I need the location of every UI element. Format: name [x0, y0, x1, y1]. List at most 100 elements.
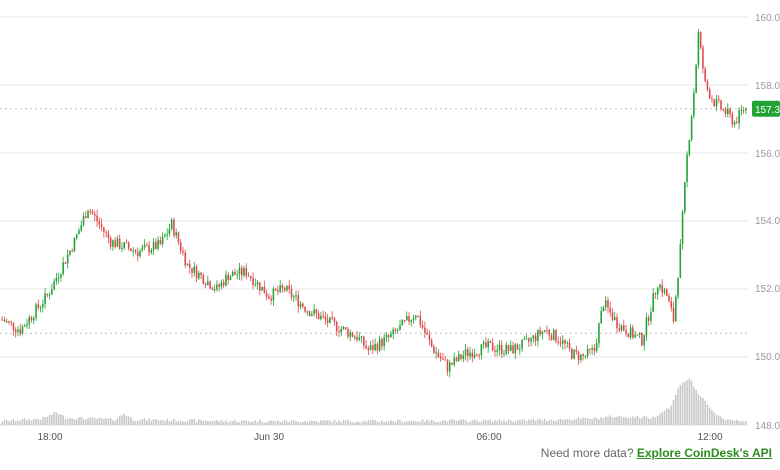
candle-up: [480, 344, 483, 356]
candle-up: [473, 354, 476, 358]
volume-bar: [331, 422, 333, 425]
volume-bar: [541, 420, 544, 425]
volume-bar: [571, 420, 573, 425]
volume-bar: [645, 416, 648, 425]
y-tick-label: 160.0: [755, 13, 780, 24]
volume-bar: [229, 421, 232, 425]
x-tick-label: 06:00: [476, 432, 501, 443]
volume-bar: [632, 416, 634, 425]
candle-down: [564, 340, 566, 344]
volume-bar: [193, 419, 196, 425]
candle-down: [100, 224, 103, 228]
candle-up: [48, 294, 51, 296]
volume-bar: [439, 421, 442, 425]
volume-bar: [534, 420, 537, 425]
candle-down: [367, 348, 370, 351]
volume-bar: [589, 418, 591, 425]
explore-api-link[interactable]: Explore CoinDesk's API: [636, 446, 772, 460]
volume-bar: [582, 417, 584, 425]
volume-bar: [125, 416, 128, 425]
candle-up: [26, 324, 28, 326]
volume-bar: [175, 421, 177, 425]
candle-down: [616, 317, 618, 329]
candle-down: [270, 298, 272, 301]
candle-up: [342, 327, 345, 330]
volume-bar: [724, 420, 727, 425]
candle-down: [277, 290, 279, 292]
volume-bar: [188, 419, 191, 425]
volume-bar: [152, 419, 155, 425]
volume-bar: [419, 421, 422, 425]
volume-bar: [360, 422, 363, 425]
volume-bar: [462, 419, 465, 425]
volume-bar: [464, 419, 467, 425]
candle-up: [329, 317, 331, 323]
volume-bar: [91, 417, 94, 425]
candle-up: [521, 339, 523, 350]
volume-bar: [668, 408, 670, 425]
candle-up: [537, 330, 539, 341]
candle-down: [668, 295, 670, 302]
volume-bar: [231, 421, 234, 425]
volume-bar: [245, 420, 248, 425]
candle-up: [32, 318, 35, 320]
volume-bar: [613, 417, 616, 425]
candle-up: [659, 284, 661, 288]
candle-up: [51, 289, 53, 295]
volume-bar: [182, 421, 184, 425]
volume-bar: [557, 419, 560, 425]
volume-bar: [109, 417, 112, 425]
volume-bar: [324, 420, 327, 425]
candle-down: [670, 301, 673, 308]
volume-bar: [446, 421, 449, 425]
candle-down: [84, 216, 87, 219]
candle-up: [42, 304, 44, 308]
volume-bar: [155, 419, 157, 425]
volume-bar: [372, 419, 374, 425]
volume-bar: [46, 416, 49, 425]
volume-bar: [353, 422, 356, 425]
candle-up: [396, 330, 399, 332]
volume-bar: [202, 421, 205, 425]
candle-down: [12, 322, 15, 330]
volume-bar: [329, 420, 331, 425]
volume-bar: [378, 421, 381, 425]
candle-down: [611, 312, 614, 320]
volume-bar: [595, 417, 598, 425]
volume-bar: [320, 420, 322, 425]
candle-up: [236, 274, 239, 276]
volume-bar: [376, 421, 379, 425]
candle-down: [636, 334, 639, 336]
candle-up: [530, 338, 532, 342]
candle-up: [457, 354, 460, 361]
volume-bar: [387, 421, 390, 425]
candle-down: [539, 330, 541, 335]
volume-bar: [629, 417, 632, 425]
volume-bar: [44, 417, 46, 425]
volume-bar: [220, 419, 223, 425]
candle-up: [448, 362, 451, 372]
candle-down: [317, 313, 320, 320]
volume-bar: [408, 420, 410, 425]
volume-bar: [238, 421, 241, 425]
volume-bar: [577, 417, 580, 425]
volume-bar: [89, 417, 92, 425]
candle-up: [584, 355, 587, 357]
x-tick-label: 12:00: [697, 432, 722, 443]
candle-up: [498, 344, 501, 350]
volume-bar: [148, 418, 150, 425]
volume-bar: [281, 421, 284, 425]
volume-bar: [170, 420, 173, 425]
volume-bar: [295, 420, 297, 425]
volume-bar: [661, 411, 664, 425]
candle-down: [136, 251, 139, 257]
candle-up: [733, 122, 736, 125]
volume-bar: [349, 421, 352, 425]
volume-bar: [10, 420, 12, 425]
volume-bar: [473, 419, 476, 425]
volume-bar: [453, 419, 456, 425]
candle-up: [295, 295, 297, 297]
candle-down: [134, 250, 137, 252]
candle-up: [412, 318, 415, 320]
volume-bar: [487, 420, 489, 425]
